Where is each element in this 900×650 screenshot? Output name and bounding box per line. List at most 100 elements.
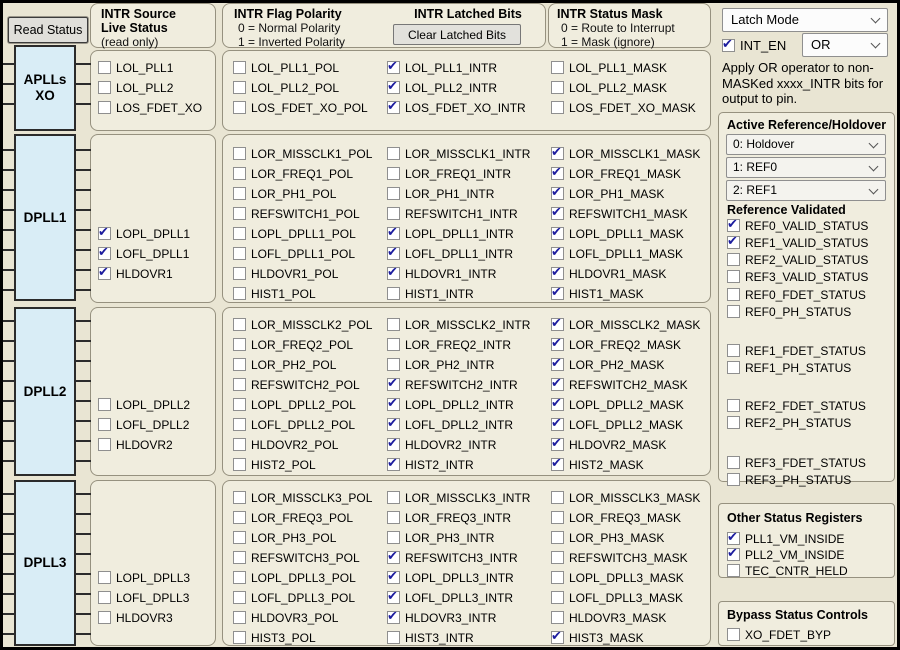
checkbox-row-LOR_MISSCLK2_POL[interactable]: LOR_MISSCLK2_POL [233, 316, 372, 333]
checkbox[interactable] [98, 418, 111, 431]
checkbox-row-LOR_MISSCLK3_INTR[interactable]: LOR_MISSCLK3_INTR [387, 489, 530, 506]
checkbox-row-LOFL_DPLL2_MASK[interactable]: LOFL_DPLL2_MASK [551, 415, 683, 433]
checkbox[interactable] [727, 628, 740, 641]
checkbox-row-HLDOVR2_INTR[interactable]: HLDOVR2_INTR [387, 435, 496, 453]
latch-mode-select[interactable]: Latch Mode [722, 8, 888, 32]
checkbox[interactable] [387, 224, 400, 240]
checkbox[interactable] [233, 227, 246, 240]
checkbox[interactable] [387, 338, 400, 351]
checkbox-row-LOR_PH1_MASK[interactable]: LOR_PH1_MASK [551, 184, 664, 202]
checkbox[interactable] [551, 81, 564, 94]
checkbox-row-TEC_CNTR_HELD[interactable]: TEC_CNTR_HELD [727, 562, 848, 579]
checkbox-row-HIST2_MASK[interactable]: HIST2_MASK [551, 455, 644, 473]
checkbox-row-LOL_PLL2[interactable]: LOL_PLL2 [98, 79, 173, 96]
checkbox[interactable] [551, 184, 564, 200]
checkbox[interactable] [233, 207, 246, 220]
checkbox-row-HIST1_POL[interactable]: HIST1_POL [233, 285, 316, 302]
checkbox-row-LOR_FREQ3_POL[interactable]: LOR_FREQ3_POL [233, 509, 353, 526]
checkbox[interactable] [551, 628, 564, 644]
checkbox-row-PLL1_VM_INSIDE[interactable]: PLL1_VM_INSIDE [727, 529, 844, 547]
checkbox-row-REFSWITCH1_MASK[interactable]: REFSWITCH1_MASK [551, 204, 688, 222]
checkbox[interactable] [727, 529, 740, 545]
checkbox[interactable] [727, 305, 740, 318]
checkbox[interactable] [233, 611, 246, 624]
checkbox-row-LOR_PH3_POL[interactable]: LOR_PH3_POL [233, 529, 336, 546]
checkbox-row-PLL2_VM_INSIDE[interactable]: PLL2_VM_INSIDE [727, 545, 844, 563]
checkbox-row-LOR_PH2_POL[interactable]: LOR_PH2_POL [233, 356, 336, 373]
checkbox-row-LOR_PH3_INTR[interactable]: LOR_PH3_INTR [387, 529, 494, 546]
checkbox[interactable] [233, 61, 246, 74]
checkbox[interactable] [98, 398, 111, 411]
checkbox[interactable] [727, 399, 740, 412]
checkbox-row-REF1_VALID_STATUS[interactable]: REF1_VALID_STATUS [727, 233, 868, 251]
checkbox-row-REFSWITCH2_POL[interactable]: REFSWITCH2_POL [233, 376, 360, 393]
checkbox-row-LOPL_DPLL1_POL[interactable]: LOPL_DPLL1_POL [233, 225, 356, 242]
checkbox-row-LOPL_DPLL3_MASK[interactable]: LOPL_DPLL3_MASK [551, 569, 684, 586]
checkbox[interactable] [233, 418, 246, 431]
checkbox-row-LOFL_DPLL3_INTR[interactable]: LOFL_DPLL3_INTR [387, 588, 513, 606]
checkbox[interactable] [387, 167, 400, 180]
checkbox-row-REF3_VALID_STATUS[interactable]: REF3_VALID_STATUS [727, 268, 868, 285]
checkbox[interactable] [551, 315, 564, 331]
checkbox-row-HLDOVR1_INTR[interactable]: HLDOVR1_INTR [387, 264, 496, 282]
checkbox-row-REF2_FDET_STATUS[interactable]: REF2_FDET_STATUS [727, 397, 866, 414]
active-ref-select-1[interactable]: 1: REF0 [726, 157, 886, 178]
checkbox[interactable] [551, 491, 564, 504]
checkbox[interactable] [98, 264, 111, 280]
checkbox[interactable] [387, 455, 400, 471]
checkbox-row-LOR_PH3_MASK[interactable]: LOR_PH3_MASK [551, 529, 664, 546]
checkbox[interactable] [98, 81, 111, 94]
checkbox-row-HIST2_POL[interactable]: HIST2_POL [233, 456, 316, 473]
checkbox-row-HIST1_INTR[interactable]: HIST1_INTR [387, 285, 474, 302]
checkbox[interactable] [387, 631, 400, 644]
checkbox-row-REFSWITCH3_POL[interactable]: REFSWITCH3_POL [233, 549, 360, 566]
checkbox-row-LOS_FDET_XO_POL[interactable]: LOS_FDET_XO_POL [233, 99, 368, 116]
checkbox[interactable] [233, 491, 246, 504]
checkbox[interactable] [98, 224, 111, 240]
checkbox-row-LOPL_DPLL2_INTR[interactable]: LOPL_DPLL2_INTR [387, 395, 514, 413]
checkbox-row-REFSWITCH1_INTR[interactable]: REFSWITCH1_INTR [387, 205, 518, 222]
checkbox-row-LOR_FREQ1_INTR[interactable]: LOR_FREQ1_INTR [387, 165, 511, 182]
checkbox-row-REF3_PH_STATUS[interactable]: REF3_PH_STATUS [727, 471, 851, 488]
checkbox-row-HLDOVR3_POL[interactable]: HLDOVR3_POL [233, 609, 338, 626]
checkbox-row-LOR_FREQ2_INTR[interactable]: LOR_FREQ2_INTR [387, 336, 511, 353]
checkbox[interactable] [551, 455, 564, 471]
checkbox-row-REF3_FDET_STATUS[interactable]: REF3_FDET_STATUS [727, 454, 866, 471]
checkbox[interactable] [98, 571, 111, 584]
checkbox[interactable] [387, 244, 400, 260]
checkbox[interactable] [387, 375, 400, 391]
checkbox-row-LOR_PH2_INTR[interactable]: LOR_PH2_INTR [387, 356, 494, 373]
checkbox-row-REF1_PH_STATUS[interactable]: REF1_PH_STATUS [727, 359, 851, 376]
checkbox[interactable] [551, 164, 564, 180]
checkbox[interactable] [551, 204, 564, 220]
checkbox-row-LOPL_DPLL1_MASK[interactable]: LOPL_DPLL1_MASK [551, 224, 684, 242]
checkbox[interactable] [551, 335, 564, 351]
checkbox-row-REFSWITCH2_MASK[interactable]: REFSWITCH2_MASK [551, 375, 688, 393]
checkbox-row-LOR_MISSCLK3_POL[interactable]: LOR_MISSCLK3_POL [233, 489, 372, 506]
checkbox[interactable] [387, 287, 400, 300]
checkbox[interactable] [551, 395, 564, 411]
checkbox[interactable] [387, 78, 400, 94]
checkbox[interactable] [551, 571, 564, 584]
checkbox-row-LOL_PLL1_MASK[interactable]: LOL_PLL1_MASK [551, 59, 667, 76]
checkbox-row-LOR_MISSCLK2_INTR[interactable]: LOR_MISSCLK2_INTR [387, 316, 530, 333]
checkbox-row-LOR_FREQ1_MASK[interactable]: LOR_FREQ1_MASK [551, 164, 681, 182]
checkbox[interactable] [233, 167, 246, 180]
checkbox[interactable] [387, 395, 400, 411]
read-status-button[interactable]: Read Status [8, 17, 88, 43]
checkbox-row-LOL_PLL1[interactable]: LOL_PLL1 [98, 59, 173, 76]
checkbox[interactable] [233, 458, 246, 471]
checkbox[interactable] [551, 591, 564, 604]
checkbox-row-LOPL_DPLL3_POL[interactable]: LOPL_DPLL3_POL [233, 569, 356, 586]
checkbox-row-HLDOVR1[interactable]: HLDOVR1 [98, 264, 173, 282]
checkbox-row-LOFL_DPLL3_POL[interactable]: LOFL_DPLL3_POL [233, 589, 355, 606]
checkbox-row-LOPL_DPLL2[interactable]: LOPL_DPLL2 [98, 396, 190, 413]
checkbox-row-HLDOVR2[interactable]: HLDOVR2 [98, 436, 173, 453]
checkbox[interactable] [727, 216, 740, 232]
checkbox-row-LOFL_DPLL3_MASK[interactable]: LOFL_DPLL3_MASK [551, 589, 683, 606]
checkbox-row-LOR_PH2_MASK[interactable]: LOR_PH2_MASK [551, 355, 664, 373]
active-ref-select-2[interactable]: 2: REF1 [726, 180, 886, 201]
checkbox-row-LOFL_DPLL2[interactable]: LOFL_DPLL2 [98, 416, 189, 433]
checkbox[interactable] [551, 511, 564, 524]
checkbox[interactable] [233, 511, 246, 524]
